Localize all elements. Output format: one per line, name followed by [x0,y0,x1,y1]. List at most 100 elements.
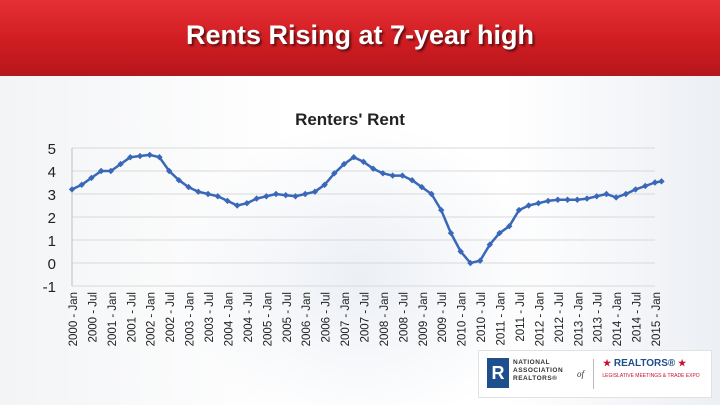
data-point [292,193,299,200]
x-axis-tick-labels: 2000 - Jan 2000 - Jul 2001 - Jan 2001 - Jul… [68,292,663,346]
y-tick-label: 1 [48,233,56,250]
data-point [146,151,153,159]
y-tick-label: -1 [43,279,56,296]
x-tick-label: 2005 - Jan [262,292,274,346]
data-point [136,152,144,160]
data-point [379,170,387,177]
gridlines [71,147,655,287]
data-point [340,160,348,168]
data-point [574,196,581,203]
x-tick-label: 2007 - Jan [340,292,352,346]
data-point [360,158,367,165]
nar-line-1: NATIONAL [513,359,551,366]
chart-title: Renters' Rent [295,110,405,129]
star-icon: ★ [678,358,687,368]
data-point [418,183,425,191]
data-point [302,190,309,198]
data-point [612,194,620,201]
x-tick-label: 2006 - Jan [301,292,313,346]
data-point [263,193,270,200]
data-point [243,200,251,207]
data-point [253,195,260,202]
data-point [632,186,639,193]
data-point [593,193,600,200]
star-icon: ★ [603,358,612,368]
x-tick-label: 2009 - Jan [418,292,430,346]
x-tick-label: 2002 - Jan [146,292,158,346]
x-tick-label: 2000 - Jul [87,292,99,343]
data-point [554,196,562,203]
logo-divider [593,359,594,389]
data-point [389,172,396,179]
data-point [603,190,610,198]
data-point [204,190,212,198]
x-tick-label: 2012 - Jul [554,292,566,343]
data-point [467,259,474,267]
series-layer [68,151,665,267]
data-point [457,248,464,255]
data-point [127,154,134,161]
data-point [525,202,532,209]
title-banner: Rents Rising at 7-year high [0,0,720,76]
data-point [350,154,357,161]
data-point [496,229,503,237]
x-tick-label: 2007 - Jul [360,292,372,343]
data-point [486,241,494,248]
x-tick-label: 2015 - Jan [651,292,663,346]
data-point [282,191,289,199]
data-point [370,165,377,172]
y-axis-tick-labels: 5 4 3 2 1 0 -1 [43,141,56,296]
legislative-meetings-text: LEGISLATIVE MEETINGS & TRADE EXPO [602,373,700,379]
y-tick-label: 3 [48,187,56,204]
x-tick-label: 2008 - Jul [398,292,410,343]
data-point [195,188,202,195]
data-point [68,186,76,193]
nar-r-logo: R [487,358,509,388]
data-point [564,196,571,203]
data-point [78,181,85,188]
x-tick-label: 2011 - Jan [496,292,508,346]
y-tick-label: 2 [48,210,56,227]
x-tick-label: 2004 - Jan [223,292,235,346]
data-point [535,200,542,207]
data-point [117,160,124,168]
data-point [515,206,523,214]
x-tick-label: 2013 - Jul [593,292,605,343]
data-point [175,177,183,184]
data-point [438,206,445,214]
y-tick-label: 0 [48,256,56,273]
x-tick-label: 2001 - Jul [126,292,138,343]
data-point [214,193,221,200]
slide-title: Rents Rising at 7-year high [185,20,535,50]
nar-line-3: REALTORS® [513,375,558,382]
x-tick-label: 2014 - Jan [612,292,624,346]
data-point [447,229,455,237]
data-point [88,174,95,182]
data-point [583,195,591,202]
nar-of-text: of [577,369,585,379]
x-tick-label: 2009 - Jul [437,292,449,343]
y-tick-label: 5 [48,141,56,158]
data-point [544,197,552,205]
x-tick-label: 2001 - Jan [107,292,119,346]
x-tick-label: 2005 - Jul [282,292,294,343]
data-point [321,181,328,188]
sponsor-logos: R NATIONAL ASSOCIATION REALTORS® of ★ RE… [478,350,712,398]
data-point [476,257,484,264]
x-tick-label: 2014 - Jul [632,292,644,343]
x-tick-label: 2013 - Jan [573,292,585,346]
nar-line-2: ASSOCIATION [513,367,564,374]
data-point [642,182,649,190]
data-point [658,178,665,185]
x-tick-label: 2010 - Jul [476,292,488,343]
x-tick-label: 2010 - Jan [457,292,469,346]
x-tick-label: 2002 - Jul [165,292,177,343]
x-tick-label: 2006 - Jul [321,292,333,343]
data-point [399,172,406,179]
data-point [185,183,192,191]
data-point [156,154,163,161]
y-tick-label: 4 [48,164,56,181]
data-point [651,179,659,186]
data-point [272,190,280,198]
